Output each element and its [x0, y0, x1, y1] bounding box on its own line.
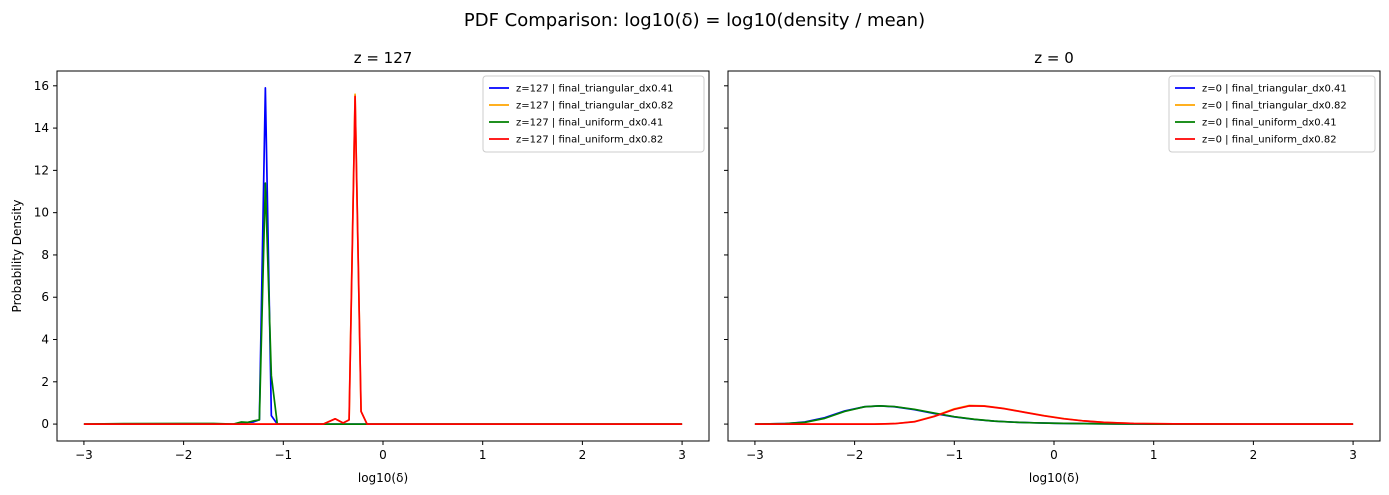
- chart-panel-z0: z = 0 −3 −2 −1 0 1 2 3 log10(δ) z=0 | final_tr…: [724, 49, 1381, 485]
- legend-box: [1168, 75, 1376, 153]
- x-tick-label: 0: [1050, 448, 1058, 462]
- chart-title-z127: z = 127: [354, 49, 413, 67]
- figure-title: PDF Comparison: log10(δ) = log10(density…: [464, 10, 925, 31]
- y-axis-label-z127: Probability Density: [10, 200, 24, 313]
- legend-label: z=0 | final_uniform_dx0.41: [1202, 118, 1337, 129]
- series-lines-z0: [754, 404, 1354, 425]
- x-ticks-z0: −3 −2 −1 0 1 2 3: [746, 441, 1357, 462]
- y-ticks-z127: 0 2 4 6 8 10 12 14 16: [34, 79, 57, 431]
- legend-label: z=127 | final_uniform_dx0.41: [516, 118, 663, 129]
- series-line-4: [83, 95, 683, 425]
- legend-box: [482, 75, 705, 153]
- x-tick-label: 1: [1150, 448, 1158, 462]
- legend-z127: z=127 | final_triangular_dx0.41 z=127 | f…: [482, 75, 705, 153]
- y-tick-label: 10: [34, 206, 49, 220]
- x-tick-label: −2: [846, 448, 864, 462]
- legend-label: z=127 | final_triangular_dx0.41: [516, 84, 674, 95]
- legend-label: z=0 | final_triangular_dx0.82: [1202, 101, 1347, 112]
- x-tick-label: 2: [579, 448, 587, 462]
- x-tick-label: 3: [678, 448, 686, 462]
- x-tick-label: −3: [75, 448, 93, 462]
- x-tick-label: 1: [479, 448, 487, 462]
- legend-label: z=127 | final_uniform_dx0.82: [516, 135, 663, 146]
- x-axis-label-z0: log10(δ): [1029, 471, 1079, 485]
- legend-label: z=0 | final_uniform_dx0.82: [1202, 135, 1337, 146]
- x-tick-label: −2: [175, 448, 193, 462]
- y-tick-label: 12: [34, 163, 49, 177]
- y-tick-label: 4: [41, 333, 49, 347]
- legend-z0: z=0 | final_triangular_dx0.41 z=0 | final…: [1168, 75, 1376, 153]
- x-tick-label: −1: [945, 448, 963, 462]
- y-tick-label: 2: [41, 375, 49, 389]
- y-tick-label: 16: [34, 79, 49, 93]
- x-ticks-z127: −3 −2 −1 0 1 2 3: [75, 441, 686, 462]
- y-ticks-z0: [724, 85, 728, 425]
- legend-label: z=127 | final_triangular_dx0.82: [516, 101, 674, 112]
- series-lines-z127: [83, 87, 683, 425]
- y-tick-label: 8: [41, 248, 49, 262]
- y-tick-label: 14: [34, 121, 49, 135]
- y-tick-label: 6: [41, 290, 49, 304]
- x-axis-label-z127: log10(δ): [358, 471, 408, 485]
- x-tick-label: 2: [1250, 448, 1258, 462]
- x-tick-label: −1: [274, 448, 292, 462]
- legend-label: z=0 | final_triangular_dx0.41: [1202, 84, 1347, 95]
- y-tick-label: 0: [41, 417, 49, 431]
- chart-title-z0: z = 0: [1034, 49, 1074, 67]
- series-line-4: [754, 405, 1354, 425]
- x-tick-label: 3: [1349, 448, 1357, 462]
- x-tick-label: 0: [379, 448, 387, 462]
- x-tick-label: −3: [746, 448, 764, 462]
- series-line-3: [754, 405, 1354, 425]
